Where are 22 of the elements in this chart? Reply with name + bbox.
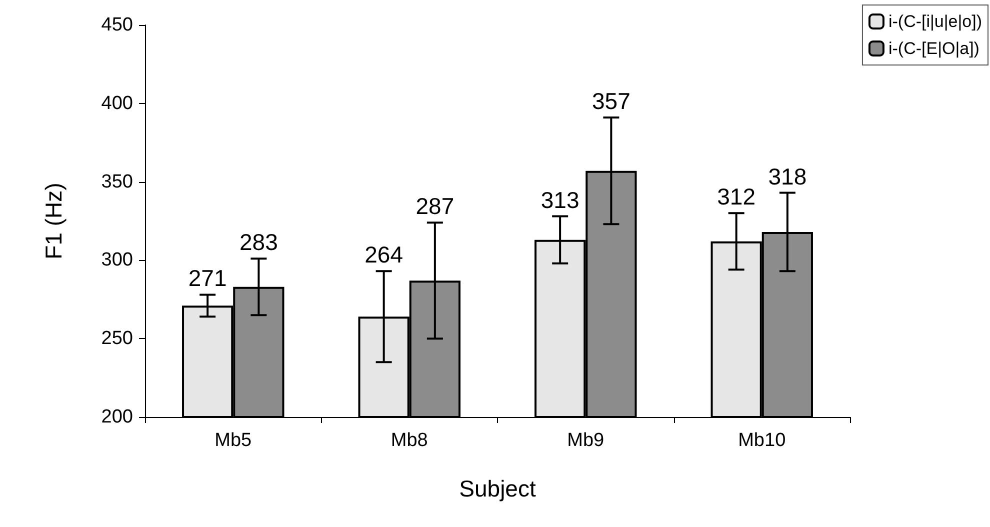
data-label: 283: [239, 229, 278, 256]
y-tick-label: 350: [101, 171, 133, 192]
y-axis-title: F1 (Hz): [40, 182, 66, 260]
y-tick-label: 200: [101, 406, 133, 428]
data-label: 318: [768, 163, 807, 190]
y-tick-label: 300: [101, 250, 133, 271]
data-label: 271: [188, 265, 227, 292]
x-tick-label: Mb8: [390, 430, 428, 451]
y-tick-label: 250: [101, 328, 133, 350]
legend-label: i-(C-[i|u|e|o]): [888, 12, 982, 31]
data-label: 264: [364, 242, 404, 268]
data-label: 357: [592, 88, 630, 114]
x-tick-label: Mb9: [567, 430, 604, 451]
data-label: 287: [416, 193, 454, 220]
x-tick-label: Mb10: [738, 430, 786, 451]
y-tick-label: 400: [101, 92, 133, 114]
data-label: 312: [717, 184, 756, 210]
data-label: 313: [540, 186, 580, 213]
y-tick-label: 450: [101, 14, 133, 36]
x-axis-title: Subject: [459, 476, 536, 502]
x-tick-label: Mb5: [214, 430, 252, 451]
legend-label: i-(C-[E|O|a]): [888, 39, 980, 58]
